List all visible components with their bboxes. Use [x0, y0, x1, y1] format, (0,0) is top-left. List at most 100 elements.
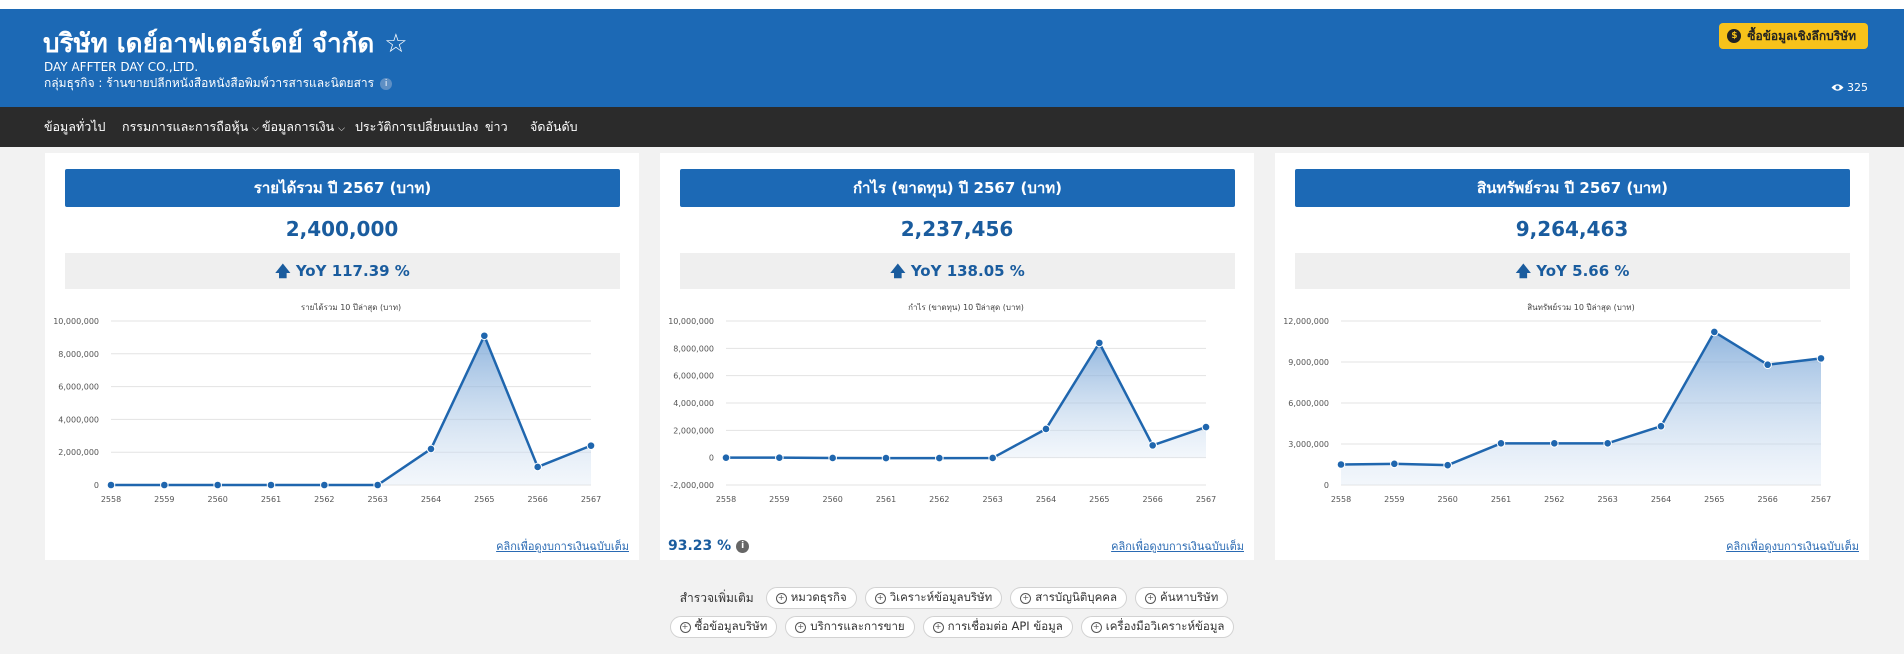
nav-news[interactable]: ข่าว	[485, 107, 508, 147]
nav-change-history[interactable]: ประวัติการเปลี่ยนแปลง	[355, 107, 478, 147]
y-tick-label: 2,000,000	[58, 448, 99, 457]
info-icon[interactable]: i	[380, 77, 393, 90]
x-tick-label: 2560	[822, 495, 842, 504]
nav-ranking[interactable]: จัดอันดับ	[530, 107, 578, 147]
data-point[interactable]	[721, 453, 731, 462]
chip-company-analysis[interactable]: + วิเคราะห์ข้อมูลบริษัท	[864, 587, 1003, 609]
favorite-star-icon[interactable]: ☆	[384, 29, 408, 59]
x-tick-label: 2561	[1491, 495, 1511, 504]
x-tick-label: 2566	[1142, 495, 1162, 504]
chip-company-search[interactable]: + ค้นหาบริษัท	[1135, 587, 1229, 609]
info-icon[interactable]: i	[736, 539, 750, 553]
data-point[interactable]	[881, 453, 891, 463]
chart-title: รายได้รวม 10 ปีล่าสุด (บาท)	[301, 303, 401, 312]
chip-juristic-directory[interactable]: + สารบัญนิติบุคคล	[1010, 587, 1128, 609]
nav-financial-info[interactable]: ข้อมูลการเงิน ⌵	[262, 107, 345, 147]
y-tick-label: -2,000,000	[670, 481, 714, 490]
data-point[interactable]	[1148, 441, 1157, 450]
plus-circle-icon: +	[932, 621, 944, 633]
nav-general-info[interactable]: ข้อมูลทั่วไป	[44, 107, 105, 147]
data-point[interactable]	[1201, 422, 1211, 432]
data-point[interactable]	[1041, 424, 1051, 434]
y-tick-label: 0	[1324, 481, 1329, 490]
data-point[interactable]	[426, 444, 436, 454]
chip-business-category[interactable]: + หมวดธุรกิจ	[765, 587, 857, 609]
chip-services-sales[interactable]: + บริการและการขาย	[785, 616, 915, 638]
area-fill	[111, 335, 591, 485]
data-point[interactable]	[828, 453, 837, 463]
card-yoy: 🡅 YoY 138.05 %	[680, 253, 1235, 289]
x-tick-label: 2565	[474, 495, 494, 504]
data-point[interactable]	[1496, 439, 1506, 448]
data-point[interactable]	[988, 453, 997, 463]
full-financials-link[interactable]: คลิกเพื่อดูงบการเงินฉบับเต็ม	[496, 540, 629, 553]
explore-label: สำรวจเพิ่มเติม	[679, 591, 754, 605]
data-point[interactable]	[320, 480, 329, 490]
y-tick-label: 4,000,000	[673, 399, 714, 408]
data-point[interactable]	[160, 480, 169, 490]
profit-margin: 93.23 % i	[668, 538, 750, 554]
full-financials-link[interactable]: คลิกเพื่อดูงบการเงินฉบับเต็ม	[1111, 540, 1244, 553]
nav-label: กรรมการและการถือหุ้น	[122, 119, 249, 134]
data-point[interactable]	[1390, 459, 1399, 469]
x-tick-label: 2564	[1651, 495, 1671, 504]
data-point[interactable]	[373, 480, 382, 490]
data-point[interactable]	[533, 462, 542, 472]
plus-circle-icon: +	[1020, 592, 1032, 604]
x-tick-label: 2560	[1437, 495, 1457, 504]
x-tick-label: 2566	[1757, 495, 1777, 504]
data-point[interactable]	[1095, 338, 1104, 348]
card-value: 2,400,000	[285, 217, 399, 241]
data-point[interactable]	[1603, 439, 1612, 448]
data-point[interactable]	[1816, 354, 1826, 363]
explore-row-2: + ซื้อข้อมูลบริษัท + บริการและการขาย + การเ…	[0, 616, 1904, 638]
data-point[interactable]	[1443, 460, 1452, 470]
top-strip	[0, 0, 1904, 9]
nav-directors-shareholders[interactable]: กรรมการและการถือหุ้น ⌵	[122, 107, 259, 147]
card-yoy: 🡅 YoY 5.66 %	[1295, 253, 1850, 289]
plus-circle-icon: +	[679, 621, 691, 633]
data-point[interactable]	[266, 480, 276, 490]
data-point[interactable]	[1763, 360, 1772, 370]
buy-insight-label: ซื้อข้อมูลเชิงลึกบริษัท	[1747, 28, 1856, 43]
full-financials-link[interactable]: คลิกเพื่อดูงบการเงินฉบับเต็ม	[1726, 540, 1859, 553]
data-point[interactable]	[1550, 439, 1559, 448]
revenue-card: รายได้รวม ปี 2567 (บาท) 2,400,000 🡅 YoY …	[45, 153, 639, 560]
data-point[interactable]	[106, 480, 116, 490]
data-point[interactable]	[935, 453, 944, 463]
chip-api-connection[interactable]: + การเชื่อมต่อ API ข้อมูล	[922, 616, 1073, 638]
y-tick-label: 2,000,000	[673, 426, 714, 435]
data-point[interactable]	[775, 453, 784, 462]
profit-chart: กำไร (ขาดทุน) 10 ปีล่าสุด (บาท) -2,000,00…	[668, 303, 1216, 504]
chip-label: เครื่องมือวิเคราะห์ข้อมูล	[1105, 619, 1225, 633]
x-tick-label: 2567	[581, 495, 601, 504]
data-point[interactable]	[586, 441, 596, 450]
data-point[interactable]	[213, 480, 222, 490]
plus-circle-icon: +	[775, 592, 787, 604]
chip-analysis-tools[interactable]: + เครื่องมือวิเคราะห์ข้อมูล	[1080, 616, 1235, 638]
chip-buy-company-data[interactable]: + ซื้อข้อมูลบริษัท	[669, 616, 778, 638]
data-point[interactable]	[1656, 421, 1666, 431]
explore-row-1: สำรวจเพิ่มเติม + หมวดธุรกิจ + วิเคราะห์ข้อ…	[0, 587, 1904, 609]
y-tick-label: 10,000,000	[668, 317, 714, 326]
data-point[interactable]	[1336, 460, 1346, 469]
eye-icon	[1831, 84, 1844, 91]
card-title: กำไร (ขาดทุน) ปี 2567 (บาท)	[680, 169, 1235, 207]
x-tick-label: 2561	[261, 495, 281, 504]
company-name-thai: บริษัท เดย์อาฟเตอร์เดย์ จำกัด ☆	[43, 23, 408, 64]
chip-label: ค้นหาบริษัท	[1160, 590, 1219, 604]
chip-label: หมวดธุรกิจ	[790, 590, 847, 604]
y-tick-label: 0	[94, 481, 99, 490]
x-tick-label: 2562	[314, 495, 334, 504]
y-tick-label: 8,000,000	[58, 350, 99, 359]
x-tick-label: 2562	[929, 495, 949, 504]
x-tick-label: 2561	[876, 495, 896, 504]
buy-insight-button[interactable]: $ ซื้อข้อมูลเชิงลึกบริษัท	[1719, 23, 1868, 49]
card-title: รายได้รวม ปี 2567 (บาท)	[65, 169, 620, 207]
x-tick-label: 2563	[1597, 495, 1617, 504]
data-point[interactable]	[480, 331, 489, 341]
x-tick-label: 2567	[1811, 495, 1831, 504]
business-group-text: กลุ่มธุรกิจ : ร้านขายปลีกหนังสือหนังสือพ…	[44, 76, 375, 90]
x-tick-label: 2558	[1331, 495, 1351, 504]
data-point[interactable]	[1710, 327, 1719, 337]
